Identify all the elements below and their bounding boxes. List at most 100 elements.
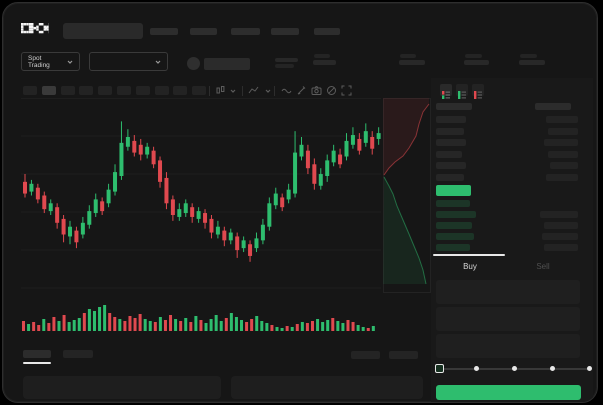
amount-field[interactable] [436,307,580,331]
orderbook-row[interactable] [431,174,580,181]
orderbook-amount-bar [548,127,578,135]
ticker-stat-label [465,54,482,58]
timeframe-button[interactable] [135,86,150,95]
orderbook-price-bar [436,244,470,251]
okx-logo [21,23,52,37]
pair-selector-dropdown[interactable] [89,52,168,71]
orderbook-row[interactable] [431,244,580,251]
ticker-stat-label [314,54,330,58]
slider-step-dot[interactable] [512,366,517,371]
candlestick-chart[interactable] [21,98,381,293]
orders-tab[interactable] [63,350,93,358]
timeframe-button[interactable] [60,86,75,95]
orderbook-amount-bar [540,211,578,218]
orderbook-price-bar [436,127,464,135]
orderbook-amount-bar [546,116,578,123]
order-side-tabs: Buy Sell [431,254,580,278]
nav-item[interactable] [231,28,260,35]
ticker-stat-value [313,60,336,65]
buy-tab[interactable]: Buy [463,262,477,271]
nav-item[interactable] [314,28,340,35]
chevron-down-icon[interactable] [265,89,271,93]
orders-action-placeholder[interactable] [389,351,418,359]
orderbook-amount-bar [546,174,578,181]
draw-tool-icon[interactable] [296,85,307,96]
orders-tab-active[interactable] [23,350,51,358]
chevron-down-icon [155,60,161,64]
orderbook-price-bar [436,116,466,123]
orderbook-price-bar [436,162,466,170]
orderbook-price-bar [436,200,470,207]
wave-tool-icon[interactable] [281,85,292,96]
orderbook-price-bar [436,222,472,229]
timeframe-button[interactable] [192,86,207,95]
ticker-stat-value [519,60,545,65]
slider-handle[interactable] [435,364,444,373]
volume-chart [22,305,375,331]
nav-item[interactable] [190,28,217,35]
fullscreen-icon[interactable] [341,85,352,96]
buy-submit-button[interactable] [436,385,581,400]
last-price-badge[interactable] [436,185,471,196]
timeframe-button[interactable] [117,86,131,95]
market-selector-dropdown[interactable]: Spot Trading [21,52,80,71]
orderbook-price-bar [436,174,464,181]
orders-panel-left [23,376,221,399]
timeframe-button[interactable] [173,86,188,95]
ticker-stat-value [464,60,489,65]
timeframe-button[interactable] [79,86,94,95]
orders-action-placeholder[interactable] [351,351,380,359]
orderbook-price-bar [436,139,466,147]
screenshot-icon[interactable] [311,85,322,96]
timeframe-button[interactable] [154,86,169,95]
pair-coin-icon [187,57,200,70]
pair-name-placeholder [204,58,250,70]
ticker-stat-label [400,54,416,58]
search-input[interactable] [63,23,143,39]
orderbook-price-bar [436,211,476,218]
ticker-stat-value [399,60,425,65]
chevron-down-icon [67,60,73,64]
orderbook-row[interactable] [431,116,580,123]
orderbook-row[interactable] [431,162,580,170]
orderbook-row[interactable] [431,200,580,207]
orderbook-row[interactable] [431,139,580,147]
timeframe-button[interactable] [41,86,56,95]
book-view-both-icon[interactable] [440,84,452,99]
book-view-asks-icon[interactable] [472,84,484,99]
orderbook-price-bar [436,150,462,158]
orderbook-amount-bar [544,244,578,251]
nav-item[interactable] [271,28,299,35]
book-view-bids-icon[interactable] [456,84,468,99]
orderbook-row[interactable] [431,222,580,229]
depth-chart [383,98,431,293]
orderbook-amount-bar [544,139,578,147]
orderbook-row[interactable] [431,211,580,218]
app-window: Spot Trading [2,2,598,403]
orderbook-row[interactable] [431,233,580,240]
book-header-amount [535,103,571,110]
orderbook-row[interactable] [431,150,580,158]
orderbook-amount-bar [548,150,578,158]
orderbook-row[interactable] [431,127,580,135]
market-selector-label: Spot Trading [28,54,50,69]
chevron-down-icon[interactable] [230,89,236,93]
slider-step-dot[interactable] [550,366,555,371]
active-tab-underline [23,362,51,364]
orderbook-amount-bar [542,233,578,240]
ticker-stat-label [275,64,294,68]
slider-step-dot[interactable] [587,366,592,371]
slider-step-dot[interactable] [474,366,479,371]
sell-tab[interactable]: Sell [536,262,550,271]
indicator-button[interactable] [248,85,259,96]
total-field[interactable] [436,334,580,358]
orderbook-amount-bar [550,162,578,170]
price-field[interactable] [436,280,580,304]
orderbook-amount-bar [544,222,578,229]
timeframe-button[interactable] [23,86,37,95]
settings-icon[interactable] [326,85,337,96]
candle-type-button[interactable] [215,85,226,96]
timeframe-button[interactable] [98,86,113,95]
ticker-stat-label [520,54,537,58]
nav-item[interactable] [150,28,178,35]
